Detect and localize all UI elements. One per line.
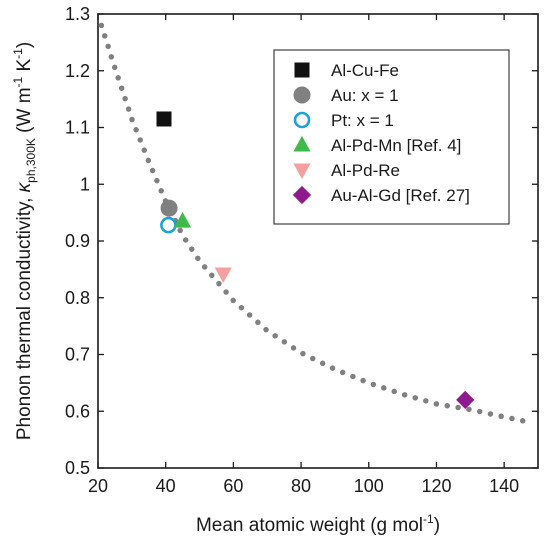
fit-curve [98,22,534,426]
axis-ticks: 20 40 60 80 100 120 140 0.5 0.6 0.7 0.8 0.9 1 1.1 1.2 1… [65,4,538,496]
y-tick-label: 1.3 [65,4,90,24]
data-point [174,212,192,228]
data-point [156,111,172,127]
legend-box [273,49,510,225]
y-tick-label: 0.5 [65,458,90,478]
x-axis-label-sup: -1 [423,512,434,526]
x-tick-label: 20 [88,476,108,496]
fit-curve-line [98,22,534,426]
x-axis-label: Mean atomic weight (g mol-1) [196,512,440,536]
x-tick-label: 100 [354,476,384,496]
legend-label: Al-Pd-Mn [Ref. 4] [331,136,461,155]
y-tick-label: 1.1 [65,118,90,138]
legend-marker [294,62,310,78]
y-axis-label-sup2: -1 [11,48,25,59]
y-tick-label: 1.2 [65,61,90,81]
data-points [156,111,475,410]
data-point [214,267,232,284]
x-axis-label-main: Mean atomic weight (g mol [196,515,423,536]
y-axis-label-sup1: -1 [11,76,25,87]
legend: Al-Cu-Fe Au: x = 1 Pt: x = 1 Al-Pd-Mn [R… [273,49,510,225]
y-tick-label: 0.7 [65,345,90,365]
legend-marker [293,163,311,180]
legend-markers [292,62,312,205]
y-tick-label: 0.8 [65,288,90,308]
y-tick-label: 1 [80,174,90,194]
x-axis-label-end: ) [434,515,440,536]
legend-label: Au-Al-Gd [Ref. 27] [331,186,470,205]
y-tick-label: 0.9 [65,231,90,251]
legend-marker [293,86,311,104]
x-tick-label: 60 [223,476,243,496]
legend-marker [293,111,311,129]
x-tick-label: 120 [421,476,451,496]
x-tick-label: 40 [156,476,176,496]
y-axis-label-main: Phonon thermal conductivity, [14,192,35,440]
y-tick-label: 0.6 [65,401,90,421]
y-axis-label-close: ) [14,42,35,48]
y-axis-label-sub: ph,300K [24,138,38,183]
legend-label: Pt: x = 1 [331,111,394,130]
data-point [160,216,177,234]
y-axis-label-units: (W m [14,87,35,138]
legend-label: Al-Pd-Re [331,161,400,180]
y-axis-label-kappa: κ [14,181,35,192]
data-point [456,390,475,410]
x-tick-label: 140 [489,476,519,496]
data-point [160,199,178,217]
legend-marker [292,185,312,205]
y-axis-label: Phonon thermal conductivity, κph,300K (W… [11,42,38,440]
y-axis-label-units-k: K [14,59,35,77]
x-tick-label: 80 [291,476,311,496]
legend-label: Al-Cu-Fe [331,61,399,80]
legend-marker [293,135,311,152]
legend-label: Au: x = 1 [331,86,399,105]
